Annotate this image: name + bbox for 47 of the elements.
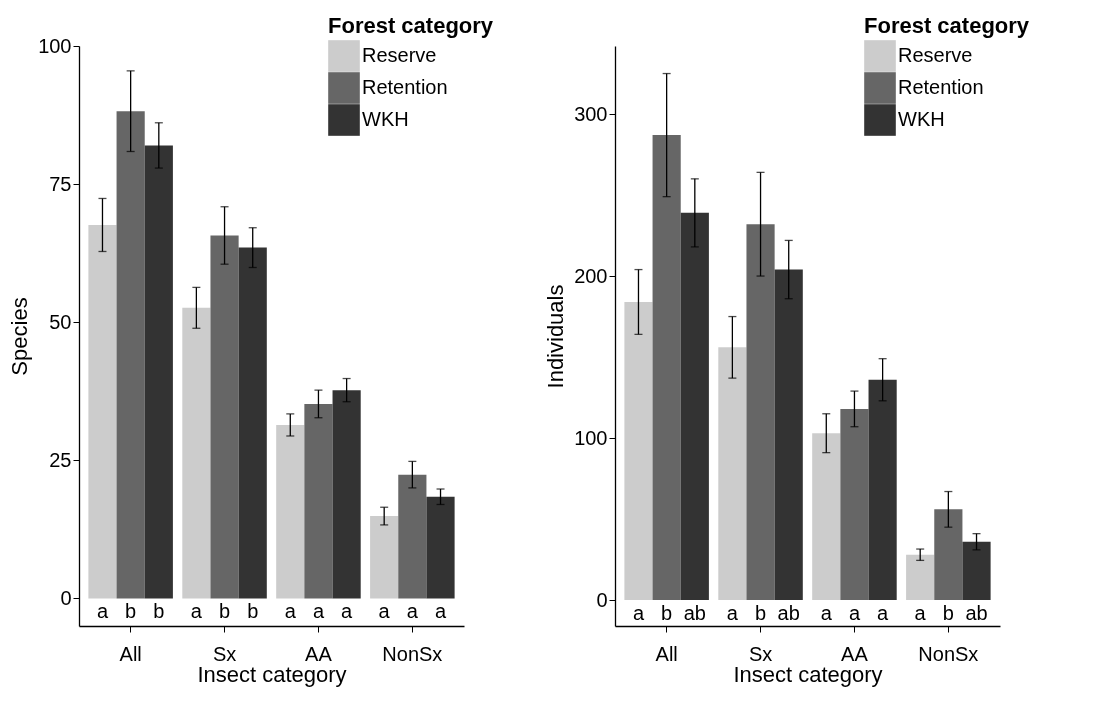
data-label: a bbox=[378, 600, 391, 623]
y-tick-label: 300 bbox=[574, 102, 608, 125]
data-label: a bbox=[312, 600, 325, 623]
legend-label: Reserve bbox=[362, 44, 437, 66]
data-label: a bbox=[914, 602, 927, 625]
y-tick-label: 200 bbox=[574, 264, 608, 287]
data-label: b bbox=[218, 600, 231, 623]
y-tick-label: 100 bbox=[574, 426, 608, 449]
y-tick-label: 50 bbox=[49, 310, 72, 333]
data-label: ab bbox=[777, 602, 800, 625]
x-tick-label: NonSx bbox=[918, 642, 979, 665]
data-label: a bbox=[284, 600, 297, 623]
x-tick-label: NonSx bbox=[382, 642, 443, 665]
legend-label: WKH bbox=[898, 108, 945, 130]
data-label: b bbox=[754, 602, 767, 625]
data-label: a bbox=[96, 600, 109, 623]
legend-title: Forest category bbox=[328, 13, 494, 38]
data-label: a bbox=[632, 602, 645, 625]
x-tick-label: All bbox=[655, 642, 678, 665]
data-label: a bbox=[726, 602, 739, 625]
data-label: a bbox=[877, 602, 890, 625]
y-axis-title: Individuals bbox=[543, 284, 569, 389]
legend-label: Retention bbox=[362, 76, 448, 98]
y-tick-label: 100 bbox=[38, 34, 72, 57]
data-label: a bbox=[848, 602, 861, 625]
x-tick-label: All bbox=[119, 642, 142, 665]
y-axis-title: Species bbox=[7, 297, 33, 376]
legend-label: Retention bbox=[898, 76, 984, 98]
data-label: b bbox=[661, 602, 673, 625]
data-label: ab bbox=[965, 602, 988, 625]
data-label: a bbox=[406, 600, 419, 623]
data-label: b bbox=[247, 600, 259, 623]
y-tick-label: 25 bbox=[49, 448, 72, 471]
data-label: b bbox=[125, 600, 137, 623]
data-label: ab bbox=[683, 602, 706, 625]
y-tick-label: 0 bbox=[596, 588, 608, 611]
legend-label: WKH bbox=[362, 108, 409, 130]
data-label: a bbox=[341, 600, 354, 623]
y-tick-label: 75 bbox=[49, 172, 72, 195]
legend-label: Reserve bbox=[898, 44, 973, 66]
data-label: a bbox=[434, 600, 447, 623]
y-tick-label: 0 bbox=[60, 586, 72, 609]
data-label: a bbox=[820, 602, 833, 625]
data-label: b bbox=[153, 600, 165, 623]
data-label: a bbox=[190, 600, 203, 623]
legend-title: Forest category bbox=[864, 13, 1030, 38]
data-label: b bbox=[942, 602, 954, 625]
